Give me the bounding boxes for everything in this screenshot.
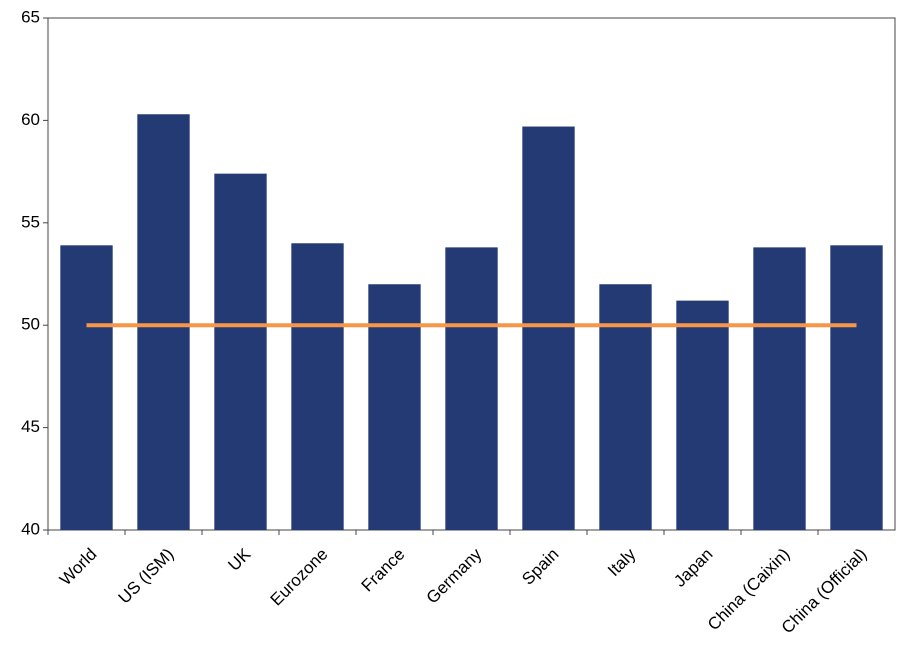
bar xyxy=(445,247,498,530)
y-tick-label: 50 xyxy=(21,315,40,334)
x-tick-label: Japan xyxy=(670,545,716,591)
x-tick-label: US (ISM) xyxy=(115,545,178,608)
bar xyxy=(60,245,113,530)
y-tick-label: 45 xyxy=(21,417,40,436)
bar xyxy=(522,126,575,530)
bar xyxy=(214,173,267,530)
x-tick-label: Italy xyxy=(604,544,640,580)
y-tick-label: 55 xyxy=(21,212,40,231)
x-tick-label: Eurozone xyxy=(267,545,332,610)
bar xyxy=(368,284,421,530)
x-tick-label: Spain xyxy=(518,545,562,589)
x-tick-label: Germany xyxy=(423,544,486,607)
bar xyxy=(676,300,729,530)
bar xyxy=(599,284,652,530)
bar xyxy=(291,243,344,530)
y-tick-label: 60 xyxy=(21,110,40,129)
bar xyxy=(830,245,883,530)
bar xyxy=(753,247,806,530)
x-tick-label: World xyxy=(56,545,101,590)
y-tick-label: 65 xyxy=(21,7,40,26)
bar xyxy=(137,114,190,531)
x-tick-label: France xyxy=(358,545,409,596)
x-tick-label: UK xyxy=(224,544,255,575)
y-tick-label: 40 xyxy=(21,519,40,538)
